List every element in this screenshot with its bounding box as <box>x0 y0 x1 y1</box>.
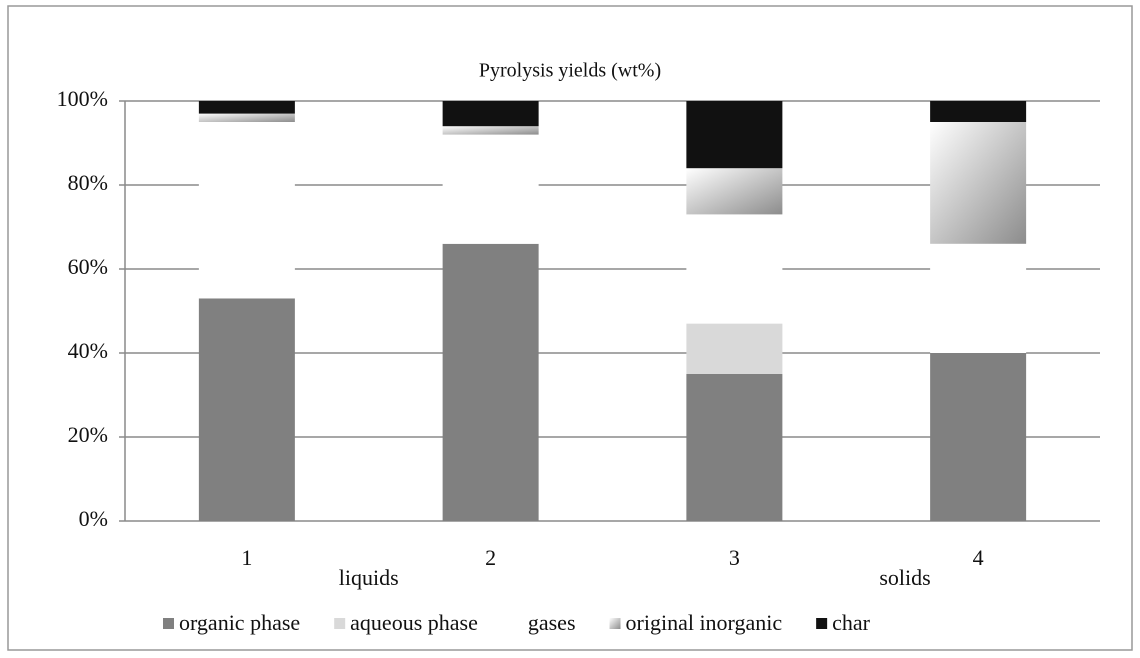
y-tick-label: 80% <box>68 170 108 195</box>
legend-swatch <box>609 618 621 629</box>
legend-label: gases <box>528 610 576 635</box>
bar-segment <box>198 298 295 521</box>
annotation: solids <box>879 565 930 590</box>
bar-segment <box>686 168 783 215</box>
y-tick-label: 60% <box>68 254 108 279</box>
bar-segment <box>686 374 783 521</box>
y-tick-label: 0% <box>79 506 108 531</box>
legend-label: organic phase <box>179 610 300 635</box>
bar-segment <box>198 101 295 114</box>
bar-segment <box>686 101 783 169</box>
bar-segment <box>198 122 295 299</box>
legend-swatch <box>816 618 828 629</box>
bar-segment <box>930 101 1027 122</box>
legend-swatch <box>163 618 174 629</box>
bar-segment <box>930 122 1027 244</box>
y-tick-label: 40% <box>68 338 108 363</box>
y-tick-label: 100% <box>57 86 108 111</box>
legend-label: aqueous phase <box>350 610 478 635</box>
bar-segment <box>686 323 783 374</box>
x-tick-label: 1 <box>241 545 252 570</box>
bar-segment <box>930 353 1027 521</box>
x-tick-label: 2 <box>485 545 496 570</box>
legend-label: char <box>832 610 871 635</box>
bar-segment <box>442 101 539 127</box>
y-tick-label: 20% <box>68 422 108 447</box>
bar-segment <box>442 134 539 244</box>
bar-segment <box>442 126 539 135</box>
x-tick-label: 3 <box>729 545 740 570</box>
chart-title: Pyrolysis yields (wt%) <box>479 60 661 82</box>
legend-label: original inorganic <box>626 610 783 635</box>
bar-segment <box>198 113 295 122</box>
legend-swatch <box>511 618 523 629</box>
legend-swatch <box>334 618 346 629</box>
annotation: liquids <box>339 565 399 590</box>
bar-segment <box>442 243 539 522</box>
x-tick-label: 4 <box>973 545 984 570</box>
bar-segment <box>686 214 783 324</box>
bar-segment <box>930 243 1027 353</box>
